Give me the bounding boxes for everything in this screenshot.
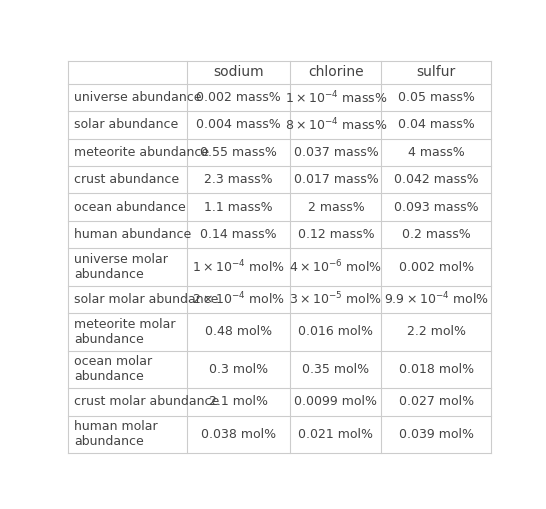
Text: 0.3 mol%: 0.3 mol% [209, 363, 268, 376]
Text: 0.35 mol%: 0.35 mol% [302, 363, 370, 376]
Text: 4 mass%: 4 mass% [408, 146, 465, 159]
Text: 2.1 mol%: 2.1 mol% [209, 395, 268, 408]
Text: 1.1 mass%: 1.1 mass% [204, 201, 273, 214]
Text: 2.2 mol%: 2.2 mol% [407, 325, 466, 338]
Text: $8\times10^{-4}$ mass%: $8\times10^{-4}$ mass% [284, 117, 387, 133]
Text: meteorite molar
abundance: meteorite molar abundance [74, 318, 175, 346]
Text: 0.12 mass%: 0.12 mass% [298, 228, 374, 241]
Text: 0.14 mass%: 0.14 mass% [200, 228, 277, 241]
Text: 0.039 mol%: 0.039 mol% [399, 428, 474, 441]
Text: sodium: sodium [213, 66, 264, 79]
Text: meteorite abundance: meteorite abundance [74, 146, 209, 159]
Text: 0.042 mass%: 0.042 mass% [394, 173, 479, 186]
Text: 0.016 mol%: 0.016 mol% [299, 325, 373, 338]
Text: $2\times10^{-4}$ mol%: $2\times10^{-4}$ mol% [192, 291, 285, 308]
Text: solar molar abundance: solar molar abundance [74, 293, 218, 306]
Text: 0.0099 mol%: 0.0099 mol% [294, 395, 377, 408]
Text: $3\times10^{-5}$ mol%: $3\times10^{-5}$ mol% [289, 291, 382, 308]
Text: chlorine: chlorine [308, 66, 364, 79]
Text: universe molar
abundance: universe molar abundance [74, 253, 168, 281]
Text: 0.05 mass%: 0.05 mass% [398, 91, 475, 104]
Text: crust molar abundance: crust molar abundance [74, 395, 219, 408]
Text: 0.48 mol%: 0.48 mol% [205, 325, 272, 338]
Text: 0.038 mol%: 0.038 mol% [201, 428, 276, 441]
Text: human molar
abundance: human molar abundance [74, 420, 157, 448]
Text: crust abundance: crust abundance [74, 173, 179, 186]
Text: 0.093 mass%: 0.093 mass% [394, 201, 479, 214]
Text: $1\times10^{-4}$ mass%: $1\times10^{-4}$ mass% [284, 89, 387, 106]
Text: universe abundance: universe abundance [74, 91, 201, 104]
Text: 0.037 mass%: 0.037 mass% [294, 146, 378, 159]
Text: 0.017 mass%: 0.017 mass% [294, 173, 378, 186]
Text: $4\times10^{-6}$ mol%: $4\times10^{-6}$ mol% [289, 259, 382, 275]
Text: 0.027 mol%: 0.027 mol% [399, 395, 474, 408]
Text: 0.002 mass%: 0.002 mass% [196, 91, 281, 104]
Text: 0.021 mol%: 0.021 mol% [299, 428, 373, 441]
Text: $9.9\times10^{-4}$ mol%: $9.9\times10^{-4}$ mol% [384, 291, 489, 308]
Text: 2 mass%: 2 mass% [307, 201, 364, 214]
Text: 0.2 mass%: 0.2 mass% [402, 228, 471, 241]
Text: 2.3 mass%: 2.3 mass% [204, 173, 273, 186]
Text: 0.018 mol%: 0.018 mol% [399, 363, 474, 376]
Text: sulfur: sulfur [417, 66, 456, 79]
Text: 0.04 mass%: 0.04 mass% [398, 119, 475, 131]
Text: ocean abundance: ocean abundance [74, 201, 186, 214]
Text: 0.004 mass%: 0.004 mass% [196, 119, 281, 131]
Text: $1\times10^{-4}$ mol%: $1\times10^{-4}$ mol% [192, 259, 285, 275]
Text: human abundance: human abundance [74, 228, 191, 241]
Text: 0.002 mol%: 0.002 mol% [399, 261, 474, 273]
Text: 0.55 mass%: 0.55 mass% [200, 146, 277, 159]
Text: solar abundance: solar abundance [74, 119, 178, 131]
Text: ocean molar
abundance: ocean molar abundance [74, 355, 152, 383]
